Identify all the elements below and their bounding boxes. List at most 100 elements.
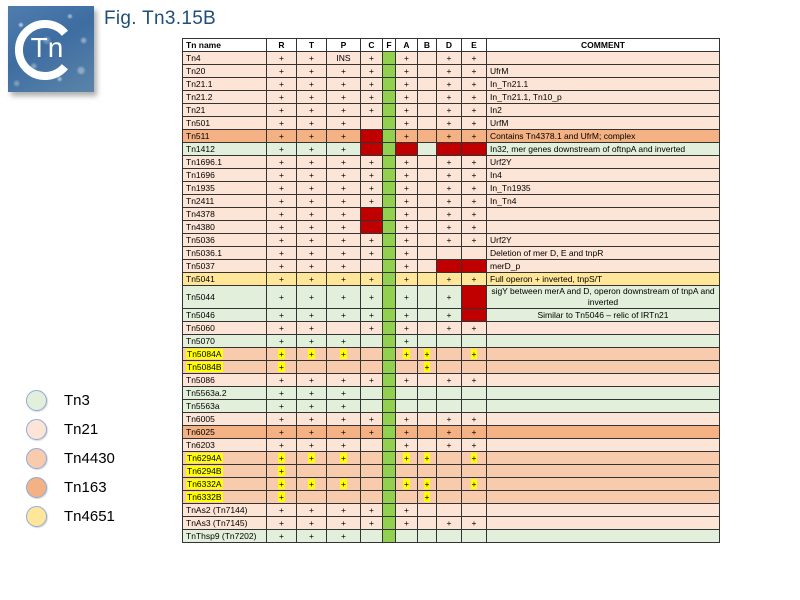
cell-r: + (266, 503, 297, 517)
cell-t: + (296, 321, 327, 335)
cell-p: + (326, 412, 361, 426)
legend-item-tn4651: Tn4651 (26, 505, 115, 527)
cell-comment: Contains Tn4378.1 and UfrM; complex (486, 129, 720, 143)
cell-p: + (326, 308, 361, 322)
cell-p: + (326, 233, 361, 247)
cell-comment (486, 529, 720, 543)
cell-d (436, 503, 462, 517)
cell-tn-name: TnAs3 (Tn7145) (182, 516, 267, 530)
cell-a: + (395, 51, 418, 65)
cell-comment (486, 347, 720, 361)
cell-comment (486, 464, 720, 478)
cell-tn-name: Tn4378 (182, 207, 267, 221)
cell-d: + (436, 90, 462, 104)
cell-comment: In4 (486, 168, 720, 182)
cell-a: + (395, 425, 418, 439)
table-row: Tn6332A + + + + + + (182, 477, 720, 491)
cell-r: + (266, 272, 297, 286)
cell-d: + (436, 438, 462, 452)
cell-a: + (395, 64, 418, 78)
cell-r: + (266, 77, 297, 91)
cell-tn-name: TnAs2 (Tn7144) (182, 503, 267, 517)
cell-e (461, 285, 487, 309)
cell-comment: merD_p (486, 259, 720, 273)
cell-f (382, 64, 396, 78)
cell-b (417, 386, 437, 400)
cell-a: + (395, 516, 418, 530)
cell-a (395, 490, 418, 504)
cell-tn-name: Tn6332B (182, 490, 267, 504)
cell-p: + (326, 168, 361, 182)
cell-f (382, 259, 396, 273)
table-row: Tn5084B + + (182, 360, 720, 374)
cell-f (382, 464, 396, 478)
cell-d: + (436, 116, 462, 130)
cell-b (417, 334, 437, 348)
cell-t: + (296, 129, 327, 143)
cell-p: + (326, 272, 361, 286)
cell-p: + (326, 386, 361, 400)
cell-d: + (436, 64, 462, 78)
column-header-c: C (360, 38, 383, 52)
table-row: Tn1935 + + + + + + + In_Tn1935 (182, 181, 720, 195)
cell-t: + (296, 90, 327, 104)
cell-a (395, 142, 418, 156)
cell-tn-name: Tn6294A (182, 451, 267, 465)
cell-c (360, 386, 383, 400)
cell-c: + (360, 194, 383, 208)
table-row: Tn6203 + + + + + + (182, 438, 720, 452)
cell-comment (486, 220, 720, 234)
table-row: Tn1696.1 + + + + + + + Urf2Y (182, 155, 720, 169)
cell-b: + (417, 451, 437, 465)
table-row: Tn20 + + + + + + + UfrM (182, 64, 720, 78)
column-header-t: T (296, 38, 327, 52)
cell-t: + (296, 451, 327, 465)
cell-f (382, 399, 396, 413)
cell-t: + (296, 334, 327, 348)
cell-e: + (461, 51, 487, 65)
cell-t: + (296, 51, 327, 65)
cell-tn-name: Tn20 (182, 64, 267, 78)
cell-tn-name: Tn5036 (182, 233, 267, 247)
cell-p: + (326, 77, 361, 91)
cell-b (417, 516, 437, 530)
cell-f (382, 308, 396, 322)
table-row: Tn501 + + + + + + UrfM (182, 116, 720, 130)
legend-label: Tn3 (64, 391, 90, 409)
cell-comment (486, 399, 720, 413)
table-row: Tn21 + + + + + + + In2 (182, 103, 720, 117)
cell-d: + (436, 412, 462, 426)
table-row: Tn6294B + (182, 464, 720, 478)
cell-f (382, 129, 396, 143)
cell-e: + (461, 181, 487, 195)
cell-comment: Full operon + inverted, tnpS/T (486, 272, 720, 286)
cell-a: + (395, 503, 418, 517)
cell-tn-name: Tn5037 (182, 259, 267, 273)
cell-f (382, 347, 396, 361)
cell-r: + (266, 246, 297, 260)
cell-r: + (266, 451, 297, 465)
cell-r: + (266, 129, 297, 143)
cell-tn-name: Tn6332A (182, 477, 267, 491)
cell-t (296, 360, 327, 374)
cell-tn-name: Tn5036.1 (182, 246, 267, 260)
cell-f (382, 529, 396, 543)
cell-c (360, 334, 383, 348)
cell-b (417, 412, 437, 426)
cell-r: + (266, 464, 297, 478)
cell-t: + (296, 516, 327, 530)
legend-item-tn4430: Tn4430 (26, 447, 115, 469)
table-row: Tn4378 + + + + + + (182, 207, 720, 221)
cell-r: + (266, 308, 297, 322)
cell-p: + (326, 373, 361, 387)
cell-a: + (395, 116, 418, 130)
cell-r: + (266, 194, 297, 208)
table-row: Tn6025 + + + + + + + (182, 425, 720, 439)
legend-label: Tn4651 (64, 507, 115, 525)
cell-comment: In2 (486, 103, 720, 117)
cell-r: + (266, 373, 297, 387)
cell-f (382, 246, 396, 260)
cell-t: + (296, 477, 327, 491)
cell-comment: Deletion of mer D, E and tnpR (486, 246, 720, 260)
cell-f (382, 142, 396, 156)
